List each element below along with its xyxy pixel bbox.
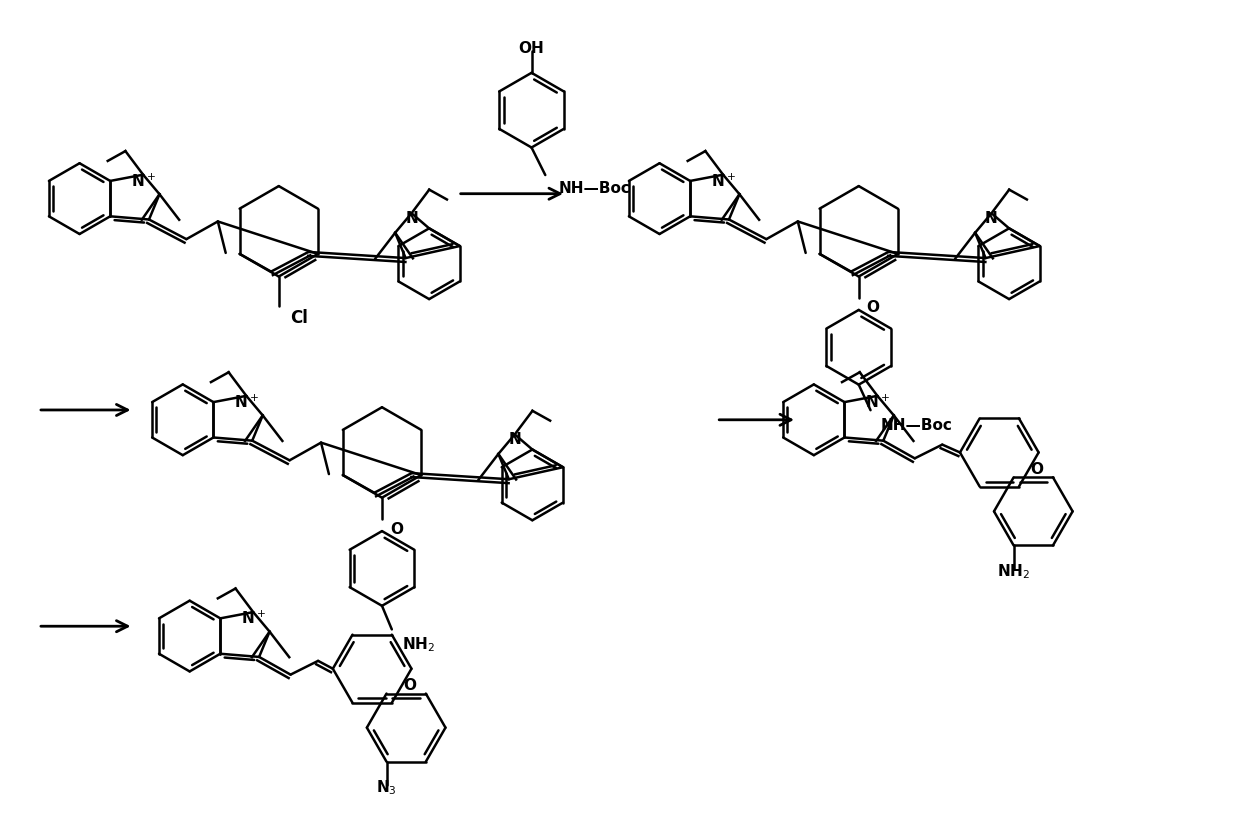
Text: N$^+$: N$^+$ <box>711 173 735 190</box>
Text: OH: OH <box>518 42 544 56</box>
Text: O: O <box>403 678 415 694</box>
Text: N$^+$: N$^+$ <box>234 394 259 411</box>
Text: N$^+$: N$^+$ <box>241 610 265 628</box>
Text: O: O <box>1030 462 1043 477</box>
Text: NH—Boc: NH—Boc <box>880 419 952 433</box>
Text: O: O <box>867 300 879 316</box>
Text: N: N <box>508 432 521 447</box>
Text: NH$_2$: NH$_2$ <box>997 562 1030 581</box>
Text: N$_3$: N$_3$ <box>376 778 397 797</box>
Text: N$^+$: N$^+$ <box>866 394 890 411</box>
Text: NH—Boc: NH—Boc <box>559 181 631 197</box>
Text: N$^+$: N$^+$ <box>130 173 155 190</box>
Text: NH$_2$: NH$_2$ <box>402 636 435 654</box>
Text: O: O <box>389 521 403 537</box>
Text: N: N <box>405 211 418 226</box>
Text: Cl: Cl <box>290 308 309 326</box>
Text: N: N <box>985 211 998 226</box>
